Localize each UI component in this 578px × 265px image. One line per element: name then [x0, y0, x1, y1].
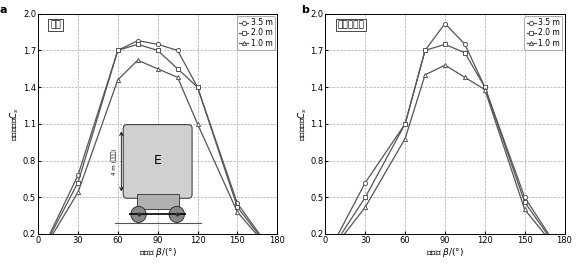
2.0 m	[322, 257, 329, 260]
2.0 m	[402, 122, 409, 125]
3.5 m	[402, 122, 409, 125]
Legend: 3.5 m, 2.0 m, 1.0 m: 3.5 m, 2.0 m, 1.0 m	[237, 16, 275, 50]
2.0 m	[194, 86, 201, 89]
1.0 m	[114, 78, 121, 81]
1.0 m	[234, 210, 241, 214]
1.0 m	[274, 257, 281, 260]
Line: 2.0 m: 2.0 m	[323, 42, 566, 260]
2.0 m	[521, 201, 528, 204]
Line: 1.0 m: 1.0 m	[36, 58, 279, 260]
1.0 m	[322, 257, 329, 260]
Line: 3.5 m: 3.5 m	[323, 21, 566, 260]
1.0 m	[442, 64, 449, 67]
Y-axis label: 侧向力系数$C_s$: 侧向力系数$C_s$	[9, 107, 21, 141]
2.0 m	[481, 86, 488, 89]
1.0 m	[521, 208, 528, 211]
3.5 m	[362, 181, 369, 184]
1.0 m	[561, 257, 568, 260]
1.0 m	[75, 191, 81, 194]
1.0 m	[154, 67, 161, 70]
1.0 m	[481, 88, 488, 91]
2.0 m	[461, 51, 468, 55]
Text: 头车: 头车	[50, 20, 61, 29]
2.0 m	[134, 43, 141, 46]
Line: 2.0 m: 2.0 m	[36, 42, 279, 260]
3.5 m	[154, 43, 161, 46]
1.0 m	[362, 205, 369, 209]
3.5 m	[561, 257, 568, 260]
2.0 m	[362, 196, 369, 199]
1.0 m	[174, 76, 181, 79]
1.0 m	[35, 257, 42, 260]
3.5 m	[442, 22, 449, 25]
3.5 m	[322, 257, 329, 260]
2.0 m	[421, 49, 428, 52]
Y-axis label: 侧向力系数$C_s$: 侧向力系数$C_s$	[297, 107, 309, 141]
2.0 m	[35, 257, 42, 260]
1.0 m	[461, 76, 468, 79]
2.0 m	[561, 257, 568, 260]
Line: 3.5 m: 3.5 m	[36, 38, 279, 260]
X-axis label: 风向角 $\beta$/(°): 风向角 $\beta$/(°)	[139, 246, 177, 259]
2.0 m	[442, 43, 449, 46]
3.5 m	[234, 202, 241, 205]
Text: 第二节车厢: 第二节车厢	[338, 20, 364, 29]
3.5 m	[461, 43, 468, 46]
2.0 m	[114, 49, 121, 52]
2.0 m	[274, 257, 281, 260]
3.5 m	[174, 49, 181, 52]
Text: b: b	[302, 5, 309, 15]
3.5 m	[521, 196, 528, 199]
3.5 m	[134, 39, 141, 42]
3.5 m	[114, 49, 121, 52]
3.5 m	[274, 257, 281, 260]
3.5 m	[75, 174, 81, 177]
1.0 m	[134, 59, 141, 62]
3.5 m	[421, 49, 428, 52]
3.5 m	[35, 257, 42, 260]
Text: a: a	[0, 5, 8, 15]
2.0 m	[154, 49, 161, 52]
2.0 m	[234, 205, 241, 209]
3.5 m	[194, 86, 201, 89]
X-axis label: 风向角 $\beta$/(°): 风向角 $\beta$/(°)	[426, 246, 464, 259]
3.5 m	[481, 86, 488, 89]
2.0 m	[75, 181, 81, 184]
2.0 m	[174, 67, 181, 70]
Line: 1.0 m: 1.0 m	[323, 63, 566, 260]
1.0 m	[421, 73, 428, 77]
1.0 m	[194, 122, 201, 125]
Legend: 3.5 m, 2.0 m, 1.0 m: 3.5 m, 2.0 m, 1.0 m	[524, 16, 562, 50]
1.0 m	[402, 137, 409, 140]
